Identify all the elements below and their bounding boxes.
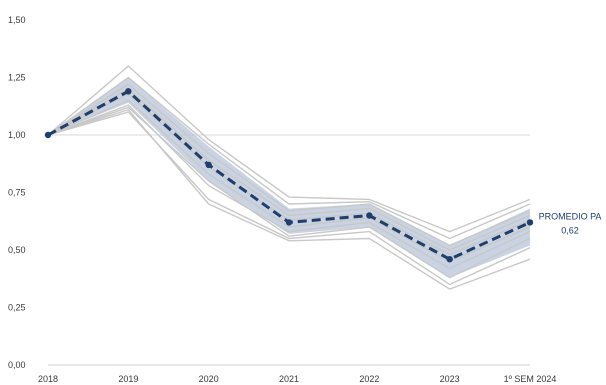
y-tick-label: 0,50 <box>8 245 26 255</box>
average-point <box>366 212 373 219</box>
x-tick-label: 2019 <box>118 374 138 384</box>
average-line <box>47 89 531 261</box>
series-line-6 <box>47 99 531 263</box>
x-tick-label: 2018 <box>38 374 58 384</box>
x-tick-label: 2023 <box>440 374 460 384</box>
average-value-label: 0,62 <box>561 225 579 235</box>
x-axis-ticks: 2018 2019 2020 2021 2022 2023 1º SEM 2024 <box>38 374 556 384</box>
series-line-3 <box>47 83 531 247</box>
y-tick-label: 0,75 <box>8 188 26 198</box>
average-label: PROMEDIO PA <box>539 211 602 221</box>
average-point <box>446 256 453 263</box>
x-tick-label: 2022 <box>359 374 379 384</box>
average-point <box>125 88 132 95</box>
average-point <box>44 131 52 139</box>
y-tick-label: 1,25 <box>8 73 26 83</box>
series-line-9 <box>47 111 531 286</box>
y-axis-ticks: 0,00 0,25 0,50 0,75 1,00 1,25 1,50 <box>8 15 26 370</box>
average-points <box>44 88 534 263</box>
x-tick-label: 1º SEM 2024 <box>504 374 557 384</box>
average-point <box>285 219 293 226</box>
y-tick-label: 1,50 <box>8 15 26 25</box>
x-tick-label: 2020 <box>199 374 219 384</box>
y-tick-label: 0,25 <box>8 303 26 313</box>
series-line-8 <box>47 106 531 279</box>
average-point <box>526 219 534 226</box>
y-tick-label: 0,00 <box>8 360 26 370</box>
x-tick-label: 2021 <box>279 374 299 384</box>
series-line-2 <box>47 76 531 240</box>
series-line-7 <box>47 104 531 270</box>
series-line-10 <box>47 108 531 290</box>
series-line-1 <box>47 65 531 233</box>
y-tick-label: 1,00 <box>8 130 26 140</box>
average-point <box>205 161 212 169</box>
